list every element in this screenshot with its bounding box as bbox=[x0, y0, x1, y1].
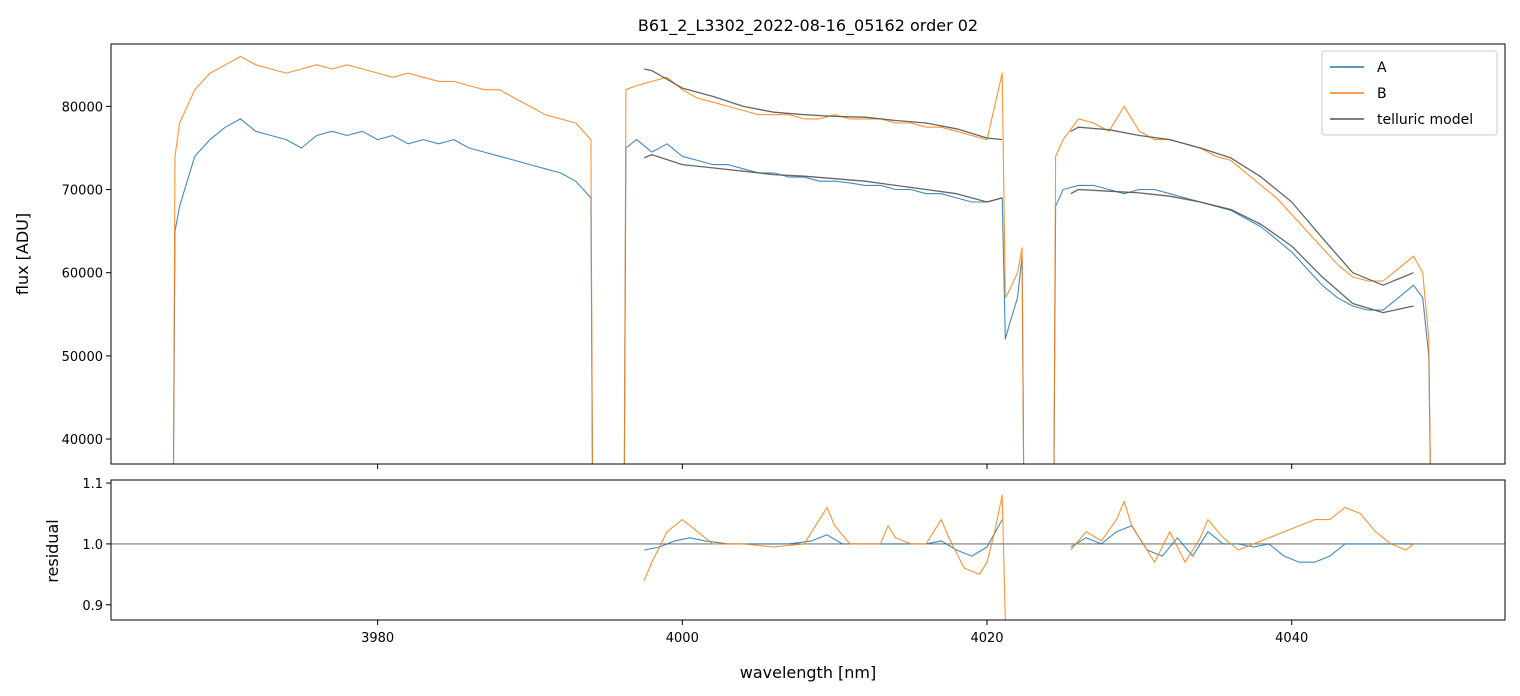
flux-y-tick-label-4: 80000 bbox=[62, 100, 103, 115]
residual-series-b-segment-0 bbox=[643, 494, 1006, 620]
legend-frame bbox=[1321, 50, 1498, 136]
residual-x-tick-label-0: 3980 bbox=[361, 631, 394, 646]
residual-x-axis: 3980 4000 4020 4040 bbox=[361, 620, 1308, 646]
flux-panel-frame bbox=[110, 43, 1506, 465]
residual-x-tick-label-3: 4040 bbox=[1275, 631, 1308, 646]
legend-entry-a: A bbox=[1330, 60, 1387, 76]
flux-series-telluric-model-segment-0 bbox=[644, 68, 1003, 141]
flux-series-a-segment-0 bbox=[172, 118, 593, 464]
flux-series-b-segment-2 bbox=[1053, 105, 1431, 464]
flux-y-tick-label-2: 60000 bbox=[62, 267, 103, 282]
residual-panel: 0.9 1.0 1.1 3980 4000 4020 4040 residual wave… bbox=[43, 477, 1506, 682]
flux-series-b-segment-0 bbox=[172, 55, 593, 464]
legend-label-telluric-model: telluric model bbox=[1377, 112, 1473, 128]
flux-x-axis bbox=[377, 464, 1293, 469]
residual-x-tick-label-2: 4020 bbox=[970, 631, 1003, 646]
x-axis-label: wavelength [nm] bbox=[740, 663, 877, 682]
flux-series-a-segment-1 bbox=[623, 139, 1025, 464]
flux-y-tick-label-0: 40000 bbox=[62, 433, 103, 448]
residual-series-a-segment-0 bbox=[644, 519, 1003, 557]
chart-title: B61_2_L3302_2022-08-16_05162 order 02 bbox=[638, 16, 978, 36]
residual-plot-area bbox=[111, 494, 1505, 620]
flux-y-tick-label-3: 70000 bbox=[62, 184, 103, 199]
flux-panel: 40000 50000 60000 70000 80000 flux [ADU] A B… bbox=[13, 43, 1506, 469]
legend-entry-telluric-model: telluric model bbox=[1330, 112, 1473, 128]
flux-series-telluric-model-segment-3 bbox=[1070, 188, 1414, 314]
residual-series-b-segment-1 bbox=[1070, 500, 1414, 563]
residual-y-axis: 0.9 1.0 1.1 bbox=[82, 477, 111, 614]
legend-label-b: B bbox=[1377, 86, 1387, 102]
residual-series-a-segment-1 bbox=[1070, 525, 1414, 563]
legend-label-a: A bbox=[1377, 60, 1387, 76]
residual-x-tick-label-1: 4000 bbox=[666, 631, 699, 646]
flux-plot-area bbox=[172, 55, 1431, 464]
flux-series-telluric-model-segment-2 bbox=[1070, 126, 1414, 286]
flux-y-axis-label: flux [ADU] bbox=[13, 213, 32, 295]
legend-entry-b: B bbox=[1330, 86, 1387, 102]
residual-y-tick-label-2: 1.1 bbox=[82, 477, 103, 492]
residual-panel-frame bbox=[110, 479, 1506, 621]
flux-series-a-segment-2 bbox=[1053, 184, 1431, 464]
legend: A B telluric model bbox=[1321, 50, 1498, 136]
flux-y-tick-label-1: 50000 bbox=[62, 350, 103, 365]
flux-series-telluric-model-segment-1 bbox=[643, 153, 1003, 203]
residual-y-tick-label-0: 0.9 bbox=[82, 599, 103, 614]
residual-y-tick-label-1: 1.0 bbox=[82, 538, 103, 553]
residual-y-axis-label: residual bbox=[43, 519, 62, 582]
flux-series-b-segment-1 bbox=[623, 72, 1025, 464]
flux-y-axis: 40000 50000 60000 70000 80000 bbox=[62, 100, 111, 448]
